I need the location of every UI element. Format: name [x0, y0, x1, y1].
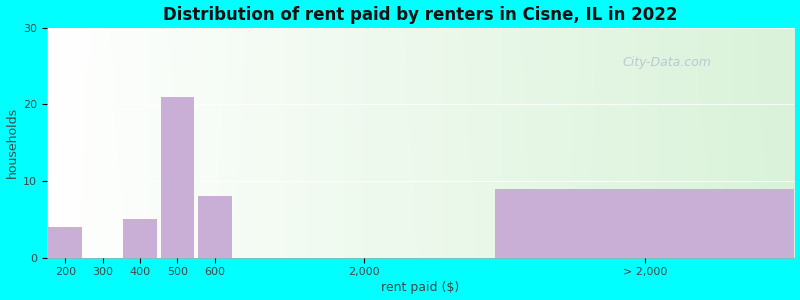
- Y-axis label: households: households: [6, 107, 18, 178]
- Title: Distribution of rent paid by renters in Cisne, IL in 2022: Distribution of rent paid by renters in …: [163, 6, 678, 24]
- X-axis label: rent paid ($): rent paid ($): [382, 281, 460, 294]
- Bar: [49, 227, 82, 258]
- Bar: [198, 196, 232, 258]
- Bar: [123, 219, 157, 258]
- Bar: [161, 97, 194, 258]
- Bar: [495, 189, 794, 258]
- Text: City-Data.com: City-Data.com: [622, 56, 711, 69]
